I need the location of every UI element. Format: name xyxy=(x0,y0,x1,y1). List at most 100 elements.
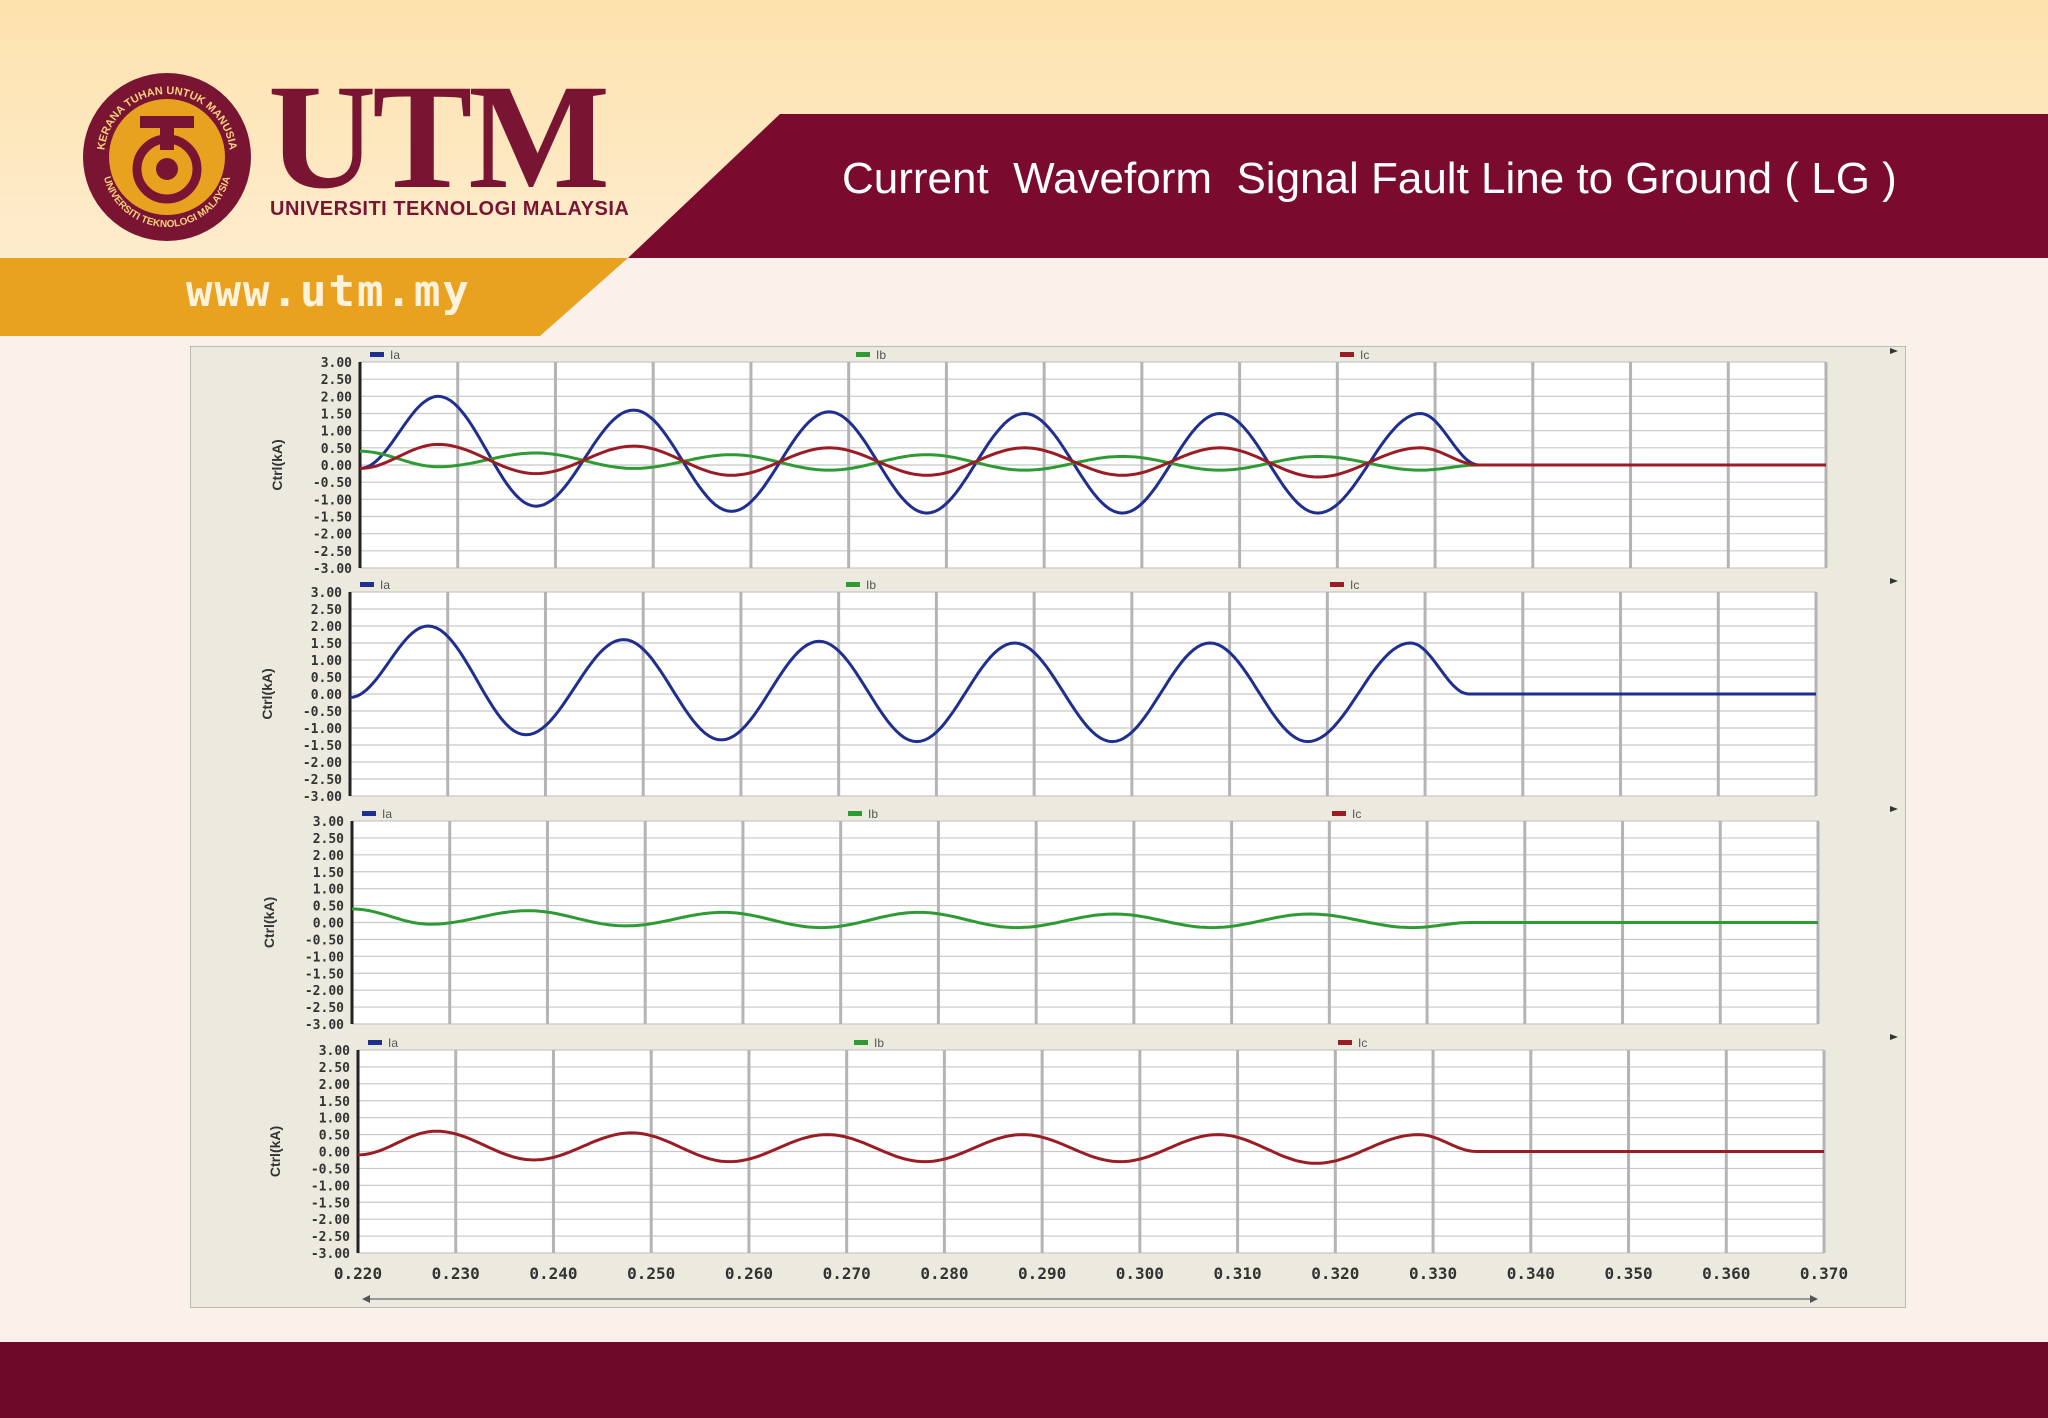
y-tick-label: 0.50 xyxy=(321,442,352,457)
legend-label-ia: Ia xyxy=(388,1036,398,1050)
y-tick-label: 0.50 xyxy=(313,900,344,915)
y-tick-label: -2.50 xyxy=(303,773,342,788)
legend-swatch-ic xyxy=(1338,1040,1352,1045)
series-line-ib xyxy=(352,907,1818,930)
y-tick-label: -1.00 xyxy=(311,1179,350,1194)
chart-panel-1: 3.00 2.50 2.00 1.50 1.00 0.50 0.00 -0.50 -1.00 -1… xyxy=(269,348,1898,577)
y-tick-label: -1.50 xyxy=(311,1196,350,1211)
y-tick-label: -0.50 xyxy=(313,476,352,491)
legend-label-ic: Ic xyxy=(1358,1036,1367,1050)
scroll-arrow-icon xyxy=(1890,1034,1898,1040)
y-tick-label: -2.00 xyxy=(311,1213,350,1228)
legend-label-ia: Ia xyxy=(390,348,400,362)
y-tick-label: -1.50 xyxy=(303,739,342,754)
legend-label-ia: Ia xyxy=(382,807,392,821)
y-tick-label: 1.00 xyxy=(319,1112,350,1127)
y-tick-label: 1.00 xyxy=(313,883,344,898)
x-tick-label: 0.310 xyxy=(1214,1264,1262,1283)
y-tick-label: 2.50 xyxy=(321,373,352,388)
y-tick-label: -2.00 xyxy=(303,756,342,771)
y-tick-label: -2.00 xyxy=(313,528,352,543)
legend-swatch-ia xyxy=(360,582,374,587)
legend-swatch-ia xyxy=(368,1040,382,1045)
legend-label-ib: Ib xyxy=(874,1036,884,1050)
legend-label-ic: Ic xyxy=(1352,807,1361,821)
y-tick-label: -0.50 xyxy=(311,1162,350,1177)
y-tick-label: -0.50 xyxy=(303,705,342,720)
y-tick-label: 1.50 xyxy=(319,1095,350,1110)
utm-seal-logo: KERANA TUHAN UNTUK MANUSIA UNIVERSITI TE… xyxy=(83,73,251,241)
legend-swatch-ib xyxy=(846,582,860,587)
scroll-arrow-icon xyxy=(1890,806,1898,812)
x-tick-label: 0.360 xyxy=(1702,1264,1750,1283)
legend-label-ib: Ib xyxy=(866,578,876,592)
site-url: www.utm.my xyxy=(186,266,471,317)
series-line-ia xyxy=(349,624,1816,744)
y-tick-label: 3.00 xyxy=(319,1044,350,1059)
y-tick-label: -1.50 xyxy=(313,511,352,526)
brand-wordmark: UTM xyxy=(268,54,610,220)
y-tick-label: -1.00 xyxy=(305,950,344,965)
y-axis-label: Ctrl(kA) xyxy=(267,1126,283,1177)
y-tick-label: 1.50 xyxy=(311,637,342,652)
y-tick-label: -3.00 xyxy=(311,1247,350,1262)
legend-swatch-ic xyxy=(1330,582,1344,587)
y-tick-label: 3.00 xyxy=(313,815,344,830)
y-tick-label: -2.00 xyxy=(305,984,344,999)
x-tick-label: 0.330 xyxy=(1409,1264,1457,1283)
header-maroon-band xyxy=(628,114,2048,258)
x-tick-label: 0.240 xyxy=(529,1264,577,1283)
x-tick-label: 0.370 xyxy=(1800,1264,1848,1283)
y-axis-label: Ctrl(kA) xyxy=(261,897,277,948)
y-tick-label: 1.50 xyxy=(321,408,352,423)
scroll-right-icon[interactable] xyxy=(1810,1295,1818,1303)
legend-label-ic: Ic xyxy=(1350,578,1359,592)
series-line-ic xyxy=(357,1129,1824,1165)
scroll-left-icon[interactable] xyxy=(362,1295,370,1303)
x-tick-label: 0.280 xyxy=(920,1264,968,1283)
y-tick-label: -3.00 xyxy=(303,790,342,805)
x-tick-label: 0.300 xyxy=(1116,1264,1164,1283)
y-tick-label: 2.50 xyxy=(319,1061,350,1076)
y-tick-label: 2.00 xyxy=(311,620,342,635)
waveform-charts: 3.002.502.001.501.000.500.00-0.50-1.00-1… xyxy=(190,346,1906,1308)
legend-swatch-ic xyxy=(1340,352,1354,357)
x-tick-label: 0.320 xyxy=(1311,1264,1359,1283)
series-line-ic xyxy=(359,442,1826,479)
y-tick-label: 0.00 xyxy=(311,688,342,703)
y-axis-label: Ctrl(kA) xyxy=(269,439,285,490)
slide-title: Current Waveform Signal Fault Line to Gr… xyxy=(842,154,1897,203)
header-gold-band xyxy=(0,258,628,336)
brand-subtitle: UNIVERSITI TEKNOLOGI MALAYSIA xyxy=(270,198,630,220)
y-tick-label: 0.00 xyxy=(313,917,344,932)
x-tick-label: 0.350 xyxy=(1604,1264,1652,1283)
y-tick-label: -2.50 xyxy=(305,1001,344,1016)
x-tick-label: 0.290 xyxy=(1018,1264,1066,1283)
y-tick-label: 1.50 xyxy=(313,866,344,881)
chart-panel-3: 3.00 2.50 2.00 1.50 1.00 0.50 0.00-0.50 -1.00 -1… xyxy=(261,806,1898,1033)
chart-panel-2: 3.00 2.50 2.00 1.50 1.00 0.50 0.00 -0.50 -1.00 -1… xyxy=(259,578,1898,805)
y-tick-label: 1.00 xyxy=(311,654,342,669)
footer-maroon-band xyxy=(0,1342,2048,1418)
y-axis-label: Ctrl(kA) xyxy=(259,668,275,719)
y-tick-label: 2.50 xyxy=(311,603,342,618)
y-tick-label: -3.00 xyxy=(313,562,352,577)
x-tick-label: 0.270 xyxy=(823,1264,871,1283)
y-tick-label: -2.50 xyxy=(313,545,352,560)
legend-swatch-ia xyxy=(370,352,384,357)
y-tick-label: 2.50 xyxy=(313,832,344,847)
y-tick-label: 1.00 xyxy=(321,425,352,440)
y-tick-label: 0.00 xyxy=(321,459,352,474)
y-tick-label: 2.00 xyxy=(319,1078,350,1093)
x-tick-label: 0.340 xyxy=(1507,1264,1555,1283)
y-tick-label: -2.50 xyxy=(311,1230,350,1245)
y-tick-label: -1.00 xyxy=(303,722,342,737)
y-tick-label: 0.00 xyxy=(319,1146,350,1161)
x-tick-label: 0.260 xyxy=(725,1264,773,1283)
x-tick-label: 0.220 xyxy=(334,1264,382,1283)
y-tick-label: -0.50 xyxy=(305,933,344,948)
x-tick-label: 0.230 xyxy=(432,1264,480,1283)
y-tick-label: 0.50 xyxy=(319,1129,350,1144)
y-tick-label: 2.00 xyxy=(321,390,352,405)
